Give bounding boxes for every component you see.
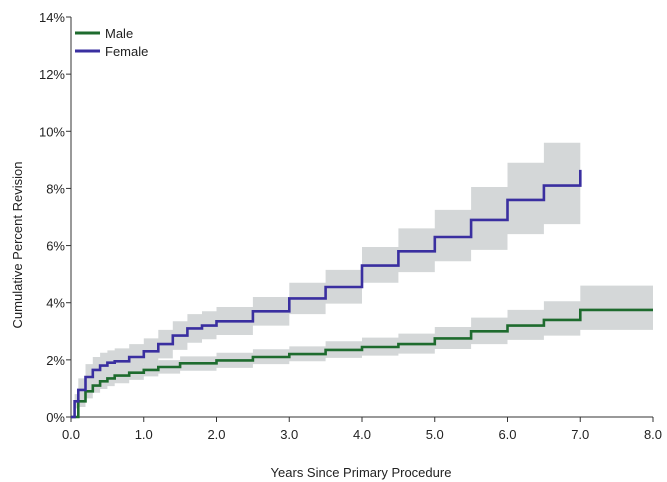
x-tick-label: 2.0 <box>207 427 225 442</box>
y-tick-label: 6% <box>46 239 65 254</box>
x-tick-label: 3.0 <box>280 427 298 442</box>
x-tick-label: 0.0 <box>62 427 80 442</box>
y-tick-label: 4% <box>46 296 65 311</box>
series-lines <box>71 169 653 419</box>
x-tick-label: 5.0 <box>426 427 444 442</box>
x-tick-label: 7.0 <box>571 427 589 442</box>
x-tick-label: 1.0 <box>135 427 153 442</box>
confidence-bands <box>71 117 653 417</box>
x-axis-label: Years Since Primary Procedure <box>271 465 452 480</box>
female-confidence-band <box>71 117 581 417</box>
y-tick-label: 10% <box>39 124 65 139</box>
y-axis-label: Cumulative Percent Revision <box>10 162 25 329</box>
x-tick-label: 4.0 <box>353 427 371 442</box>
female-line <box>71 169 582 419</box>
y-tick-label: 2% <box>46 353 65 368</box>
male-confidence-band <box>71 285 653 417</box>
x-tick-label: 8.0 <box>644 427 662 442</box>
female-legend-label: Female <box>105 44 148 59</box>
y-tick-label: 8% <box>46 181 65 196</box>
male-legend-label: Male <box>105 26 133 41</box>
male-line <box>71 308 653 419</box>
tick-labels: 0% 2% 4% 6% 8% 10% 12% 14% 0.0 1.0 2.0 3.0 4.0 5.0 6.0… <box>39 10 662 442</box>
y-tick-label: 14% <box>39 10 65 25</box>
y-tick-label: 12% <box>39 67 65 82</box>
y-tick-label: 0% <box>46 410 65 425</box>
x-tick-label: 6.0 <box>498 427 516 442</box>
legend: Male Female <box>75 26 148 59</box>
